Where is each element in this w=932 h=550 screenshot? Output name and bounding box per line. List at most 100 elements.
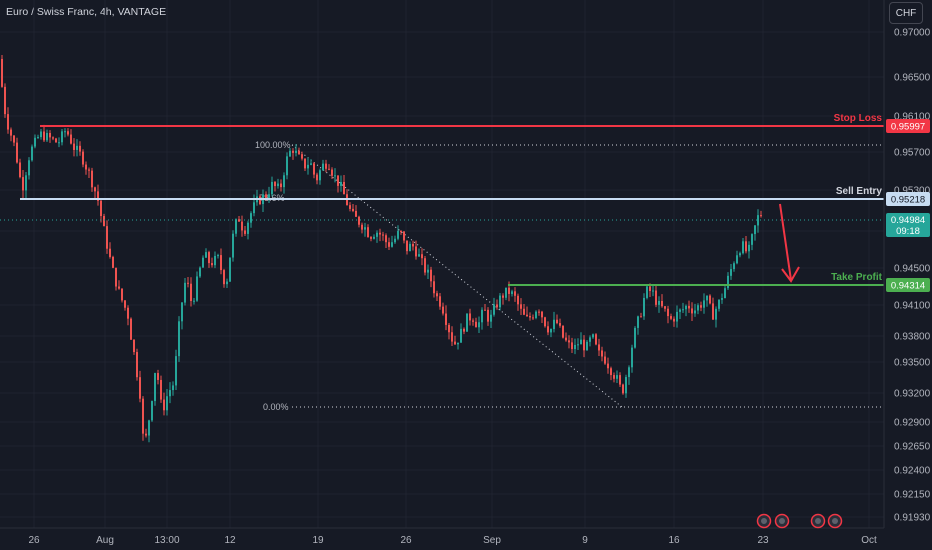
candle-body [403,231,405,241]
currency-button[interactable]: CHF [889,2,923,24]
event-icon[interactable] [810,513,826,529]
candle-body [79,145,81,152]
candle-body [88,169,90,171]
candle-body [112,256,114,268]
candle-body [496,304,498,308]
candle-body [343,181,345,195]
event-icon[interactable] [774,513,790,529]
candle-body [415,246,417,257]
candle-body [382,234,384,236]
candle-body [334,175,336,177]
candle-body [40,131,42,138]
candle-body [64,131,66,133]
candle-body [184,282,186,303]
candle-body [592,334,594,338]
candle-body [49,133,51,138]
fib-0-label: 0.00% [263,402,289,412]
candle-body [115,267,117,287]
candle-body [469,313,471,321]
candle-body [472,320,474,322]
candle-body [163,399,165,411]
sell-entry-badge-text: 0.95218 [891,195,925,206]
candle-body [481,309,483,323]
candle-body [517,295,519,305]
sell-entry-badge [886,192,930,206]
candle-body [319,170,321,181]
candle-body [22,177,24,191]
candle-body [511,291,513,294]
candle-body [604,356,606,364]
candle-body [181,302,183,322]
candle-body [514,291,516,296]
candle-body [466,313,468,332]
candle-body [616,375,618,379]
candle-body [760,215,762,217]
candle-body [166,396,168,411]
price-tick-label: 0.91930 [894,513,931,524]
candle-body [232,233,234,258]
candle-body [646,286,648,298]
candle-body [10,129,12,136]
candle-body [337,175,339,186]
time-tick-label: 19 [312,535,324,546]
candle-body [214,255,216,266]
candle-body [520,304,522,309]
candle-body [490,314,492,322]
event-icon[interactable] [756,513,772,529]
candle-body [721,298,723,300]
candle-body [82,151,84,165]
candle-body [460,328,462,343]
candle-body [151,401,153,421]
candle-body [364,227,366,230]
candle-body [688,305,690,309]
candle-body [529,316,531,318]
candle-body [340,181,342,186]
candle-body [373,236,375,239]
candle-body [439,296,441,307]
candle-body [742,241,744,254]
candle-body [523,308,525,315]
candle-body [664,306,666,309]
candle-body [508,287,510,294]
candle-body [619,375,621,385]
candle-body [553,319,555,329]
candle-body [424,258,426,273]
take-profit-label: Take Profit [831,272,883,283]
candle-body [253,202,255,214]
price-axis[interactable]: 0.97000 0.96500 0.96100 0.95700 0.95300 0.949… [894,28,931,524]
candle-body [556,319,558,324]
candle-body [568,340,570,343]
candle-body [733,263,735,270]
candle-body [379,232,381,235]
candle-body [652,290,654,292]
candle-body [331,169,333,176]
candle-body [61,131,63,143]
price-tick-label: 0.95700 [894,148,931,159]
candle-body [691,308,693,314]
candle-body [292,150,294,153]
event-icon[interactable] [827,513,843,529]
time-tick-label: Aug [96,535,114,546]
candle-body [427,269,429,273]
candle-body [148,420,150,436]
price-tick-label: 0.96500 [894,73,931,84]
candle-body [130,318,132,340]
candle-body [328,168,330,170]
stop-loss-label: Stop Loss [834,113,883,124]
candle-body [310,163,312,165]
take-profit-badge [886,278,930,292]
candle-body [643,297,645,317]
time-tick-label: 23 [757,535,769,546]
price-tick-label: 0.93200 [894,389,931,400]
candle-body [19,162,21,178]
time-tick-label: 16 [668,535,680,546]
candle-body [451,332,453,342]
candle-body [133,339,135,353]
candle-body [583,339,585,351]
candle-body [487,309,489,322]
candle-body [694,310,696,314]
candle-body [391,242,393,247]
time-axis[interactable]: 26 Aug 13:00 12 19 26 Sep 9 16 23 Oct [28,535,877,546]
candle-body [751,234,753,245]
